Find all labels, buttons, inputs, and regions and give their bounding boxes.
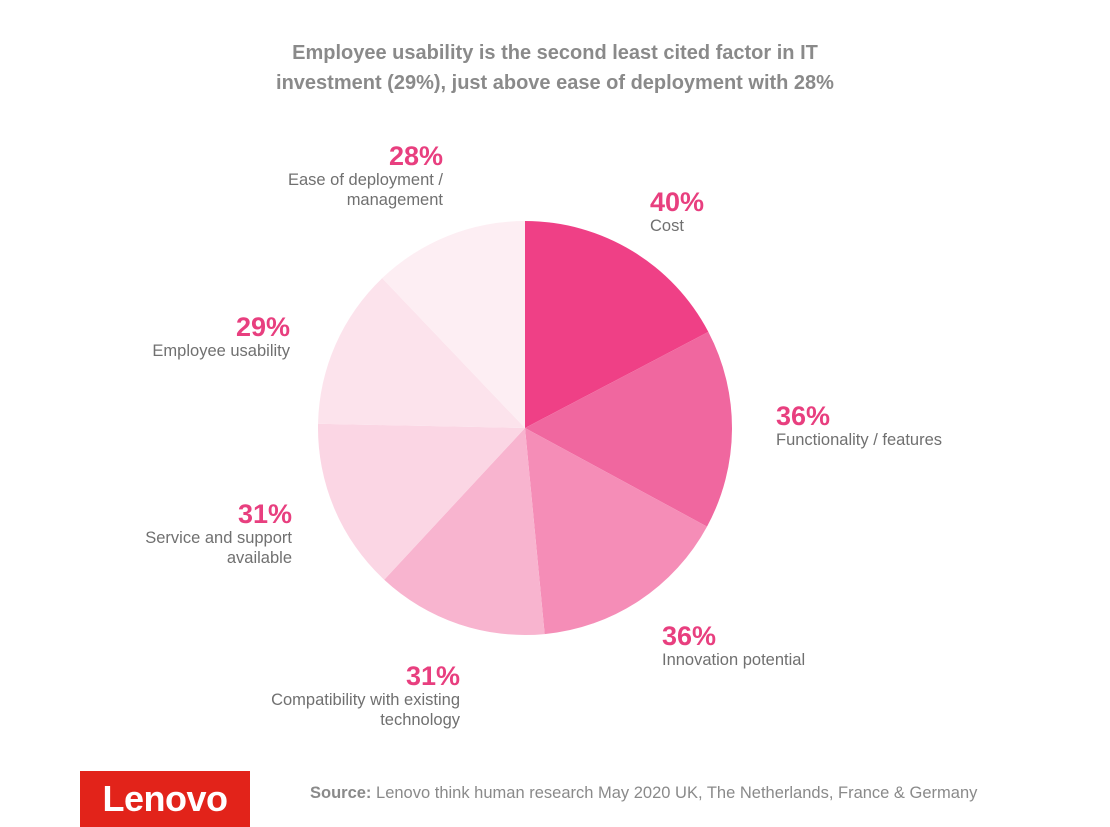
slice-label-functionality: 36% Functionality / features (776, 402, 942, 450)
slice-text-innovation: Innovation potential (662, 651, 806, 669)
slice-label-cost: 40% Cost (650, 188, 704, 236)
slice-text-cost: Cost (650, 217, 684, 235)
chart-title-line1: Employee usability is the second least c… (292, 42, 818, 64)
slice-pct-cost: 40% (650, 187, 705, 217)
slice-label-service: 31% Service and support available (92, 500, 292, 568)
slice-pct-deployment: 28% (388, 141, 443, 171)
chart-title-line2: investment (29%), just above ease of dep… (276, 72, 834, 94)
slice-label-deployment: 28% Ease of deployment / management (200, 142, 443, 210)
slice-label-usability: 29% Employee usability (90, 313, 290, 361)
pie-slice-0 (525, 221, 709, 428)
slice-text-usability: Employee usability (152, 342, 290, 360)
slice-pct-innovation: 36% (662, 621, 717, 651)
slice-text-deployment-1: Ease of deployment / (287, 171, 443, 189)
slice-text-service-2: available (226, 549, 292, 567)
slice-text-service-1: Service and support (145, 529, 292, 547)
pie-slice-2 (525, 428, 708, 635)
pie-slice-1 (525, 331, 732, 527)
source-note: Source: Lenovo think human research May … (310, 784, 977, 803)
source-text: Lenovo think human research May 2020 UK,… (376, 784, 978, 802)
pie-slice-5 (318, 278, 525, 428)
slice-text-compatibility-2: technology (380, 711, 460, 729)
slice-label-compatibility: 31% Compatibility with existing technolo… (200, 662, 460, 730)
slice-text-compatibility-1: Compatibility with existing (271, 691, 460, 709)
chart-title: Employee usability is the second least c… (0, 38, 1110, 98)
pie-slice-4 (318, 423, 525, 580)
pie-slice-3 (384, 428, 545, 635)
slice-pct-usability: 29% (235, 312, 290, 342)
lenovo-logo: Lenovo (80, 771, 250, 827)
pie-slice-6 (382, 221, 525, 428)
slice-pct-functionality: 36% (776, 401, 831, 431)
source-prefix: Source: (310, 784, 372, 802)
slice-pct-compatibility: 31% (405, 661, 460, 691)
slice-text-functionality: Functionality / features (776, 431, 942, 449)
slice-pct-service: 31% (237, 499, 292, 529)
slice-label-innovation: 36% Innovation potential (662, 622, 805, 670)
slice-text-deployment-2: management (346, 191, 443, 209)
